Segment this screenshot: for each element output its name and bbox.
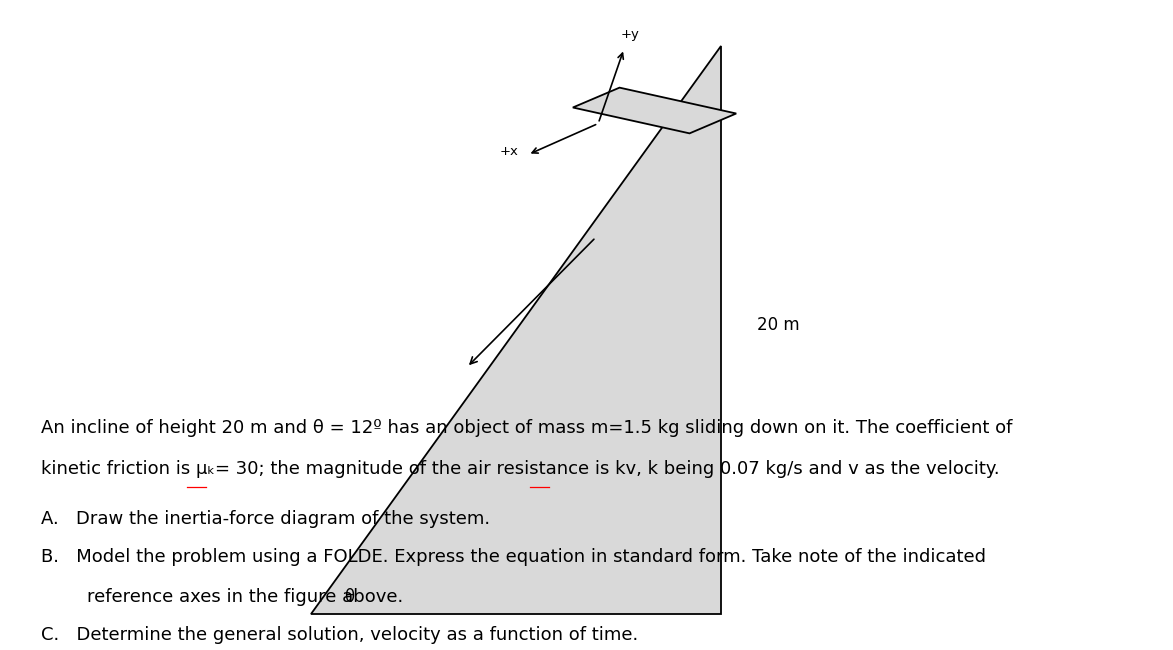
Text: A.   Draw the inertia-force diagram of the system.: A. Draw the inertia-force diagram of the… — [41, 510, 490, 528]
Text: θ: θ — [345, 588, 354, 606]
Polygon shape — [311, 46, 721, 614]
Text: An incline of height 20 m and θ = 12º has an object of mass m=1.5 kg sliding dow: An incline of height 20 m and θ = 12º ha… — [41, 419, 1012, 437]
Text: C.   Determine the general solution, velocity as a function of time.: C. Determine the general solution, veloc… — [41, 626, 638, 644]
Polygon shape — [572, 88, 737, 133]
Text: +x: +x — [500, 145, 518, 158]
Text: kinetic friction is μₖ= 30; the magnitude of the air resistance is kv, k being 0: kinetic friction is μₖ= 30; the magnitud… — [41, 460, 999, 478]
Text: reference axes in the figure above.: reference axes in the figure above. — [41, 588, 404, 606]
Text: 20 m: 20 m — [757, 316, 799, 334]
Text: +y: +y — [621, 28, 639, 41]
Text: B.   Model the problem using a FOLDE. Express the equation in standard form. Tak: B. Model the problem using a FOLDE. Expr… — [41, 548, 986, 566]
